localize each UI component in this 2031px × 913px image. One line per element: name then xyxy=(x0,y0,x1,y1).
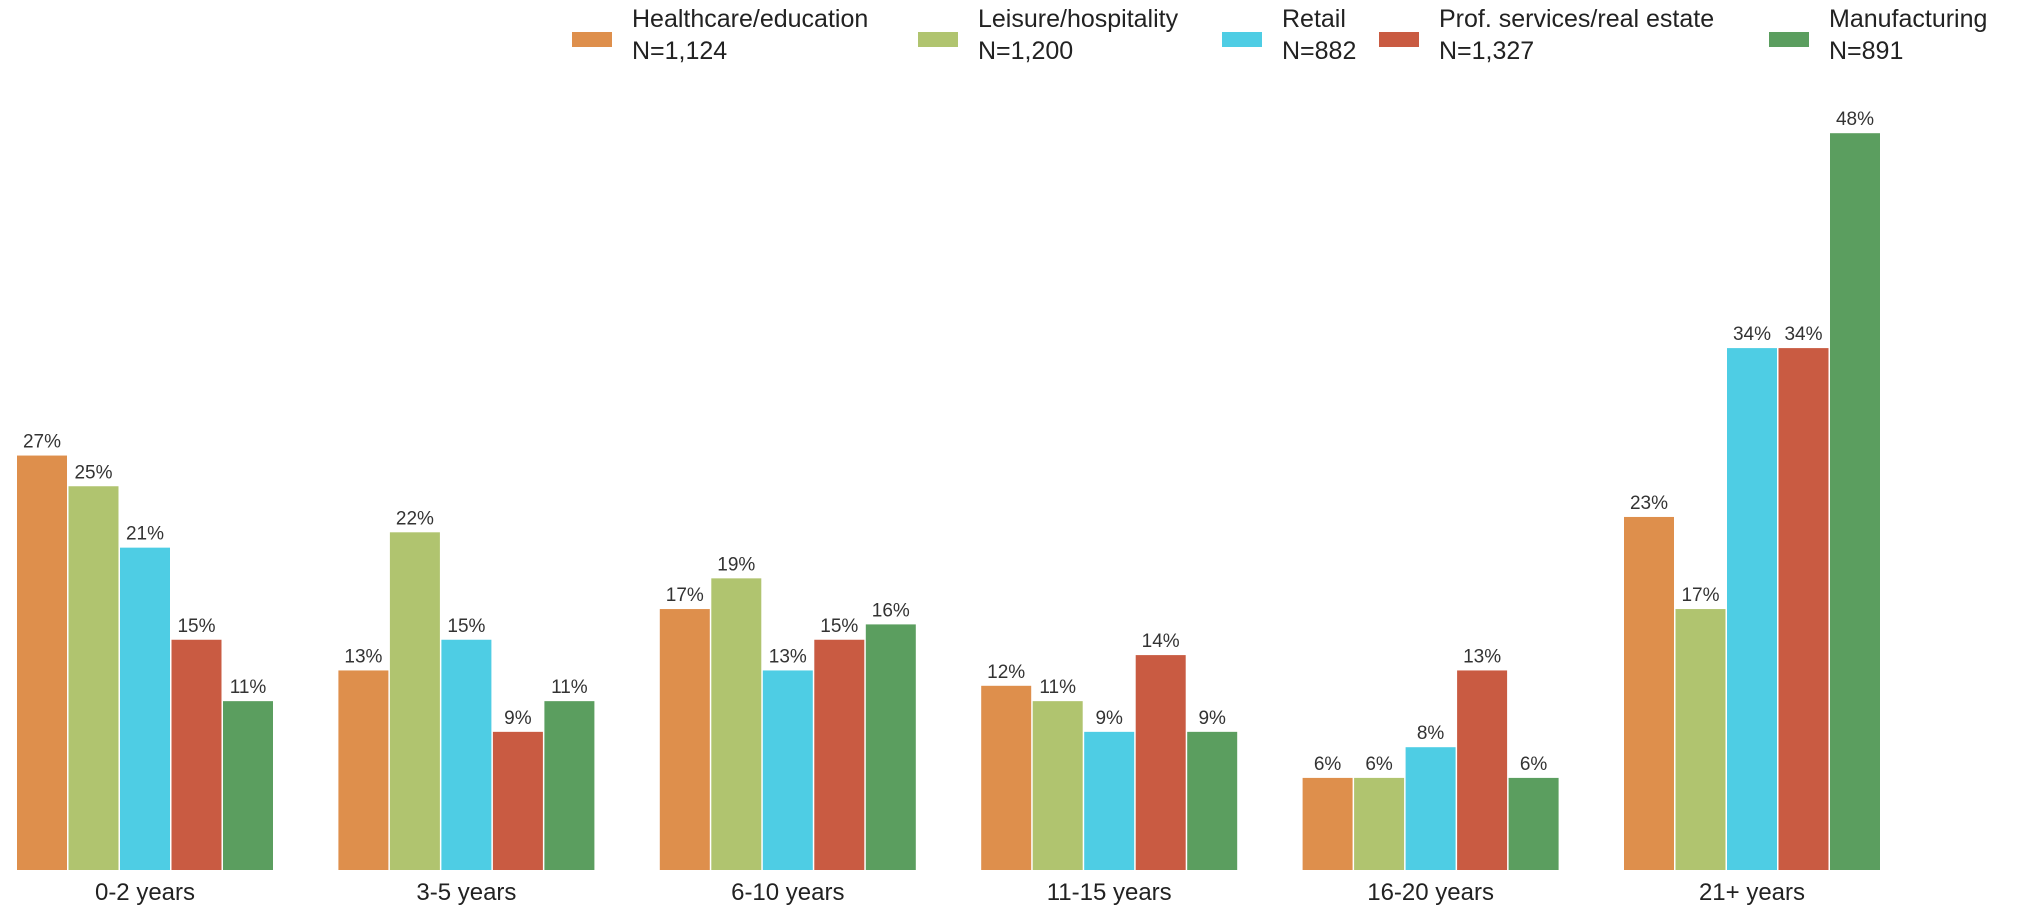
bar xyxy=(544,701,595,870)
bar-value-label: 15% xyxy=(820,616,858,637)
bar-value-label: 11% xyxy=(551,677,588,698)
bar xyxy=(1405,747,1456,870)
bar-value-label: 22% xyxy=(396,508,434,529)
bar-value-label: 13% xyxy=(344,646,382,667)
bar xyxy=(492,731,543,870)
bar xyxy=(1187,731,1238,870)
legend-swatch xyxy=(918,32,958,47)
bar-value-label: 6% xyxy=(1365,754,1393,775)
bar-value-label: 19% xyxy=(717,554,755,575)
bar xyxy=(171,639,222,870)
bar-value-label: 17% xyxy=(666,585,704,606)
bars xyxy=(17,133,1880,871)
bar-value-label: 6% xyxy=(1520,754,1548,775)
bar-value-label: 16% xyxy=(872,600,910,621)
bar-value-label: 34% xyxy=(1784,324,1822,345)
bar-value-label: 15% xyxy=(447,616,485,637)
bar xyxy=(338,670,389,870)
x-tick-label: 11-15 years xyxy=(1047,879,1172,906)
legend-swatch xyxy=(1379,32,1419,47)
bar xyxy=(68,486,119,870)
bar xyxy=(1032,701,1083,870)
bar xyxy=(441,639,492,870)
legend-series-name: Leisure/hospitality xyxy=(978,5,1179,33)
x-axis: 0-2 years 3-5 years 6-10 years 11-15 years 1… xyxy=(95,879,1805,906)
legend-swatch xyxy=(1222,32,1262,47)
bar-value-label: 11% xyxy=(1039,677,1076,698)
x-tick-label: 16-20 years xyxy=(1367,879,1494,906)
bar xyxy=(659,609,710,870)
bar xyxy=(1727,348,1777,871)
bar-value-label: 48% xyxy=(1836,109,1874,130)
bar xyxy=(120,547,170,870)
legend-sample-size: N=1,200 xyxy=(978,37,1073,65)
bar xyxy=(223,701,273,870)
x-tick-label: 0-2 years xyxy=(95,879,195,906)
bar-value-label: 9% xyxy=(1198,708,1226,729)
bar xyxy=(1457,670,1508,870)
legend-series-name: Healthcare/education xyxy=(632,5,868,33)
bar xyxy=(1084,731,1135,870)
legend-sample-size: N=1,124 xyxy=(632,37,727,65)
bar xyxy=(1675,609,1726,870)
bar xyxy=(711,578,762,870)
legend-series-name: Prof. services/real estate xyxy=(1439,5,1714,33)
bar-value-label: 8% xyxy=(1417,723,1445,744)
bar-value-label: 27% xyxy=(23,432,61,453)
bar-value-label: 9% xyxy=(504,708,532,729)
legend-sample-size: N=882 xyxy=(1282,37,1356,65)
bar-value-label: 11% xyxy=(230,677,267,698)
bar-value-label: 13% xyxy=(1463,646,1501,667)
bar-value-label: 34% xyxy=(1733,324,1771,345)
bar xyxy=(1778,348,1829,871)
bar xyxy=(1302,777,1353,870)
bar xyxy=(1508,777,1559,870)
bar xyxy=(814,639,865,870)
legend-sample-size: N=1,327 xyxy=(1439,37,1534,65)
bar xyxy=(762,670,813,870)
legend-sample-size: N=891 xyxy=(1829,37,1903,65)
x-tick-label: 21+ years xyxy=(1699,879,1805,906)
bar xyxy=(865,624,916,870)
bar xyxy=(1354,777,1405,870)
bar-value-label: 14% xyxy=(1142,631,1180,652)
legend: Healthcare/education N=1,124 Leisure/hospi… xyxy=(572,5,1987,65)
bar-value-label: 25% xyxy=(74,462,112,483)
legend-series-name: Retail xyxy=(1282,5,1346,33)
bar-value-label: 21% xyxy=(126,524,164,545)
x-tick-label: 3-5 years xyxy=(416,879,516,906)
bar-value-label: 15% xyxy=(177,616,215,637)
bar-value-label: 13% xyxy=(769,646,807,667)
legend-swatch xyxy=(1769,32,1809,47)
bar-value-label: 23% xyxy=(1630,493,1668,514)
bar xyxy=(389,532,440,870)
value-labels: 27% 25% 21% 15% 11% 13% 22% 15% 9% 11% 17% 19% 13% 15… xyxy=(23,109,1874,775)
bar xyxy=(17,455,67,870)
bar-value-label: 17% xyxy=(1681,585,1719,606)
bar-value-label: 6% xyxy=(1314,754,1342,775)
bar-value-label: 9% xyxy=(1095,708,1123,729)
bar-value-label: 12% xyxy=(987,662,1025,683)
bar xyxy=(1830,133,1880,870)
bar xyxy=(981,685,1032,870)
legend-swatch xyxy=(572,32,612,47)
legend-series-name: Manufacturing xyxy=(1829,5,1987,33)
x-tick-label: 6-10 years xyxy=(731,879,844,906)
bar xyxy=(1135,655,1186,870)
bar xyxy=(1624,516,1674,870)
